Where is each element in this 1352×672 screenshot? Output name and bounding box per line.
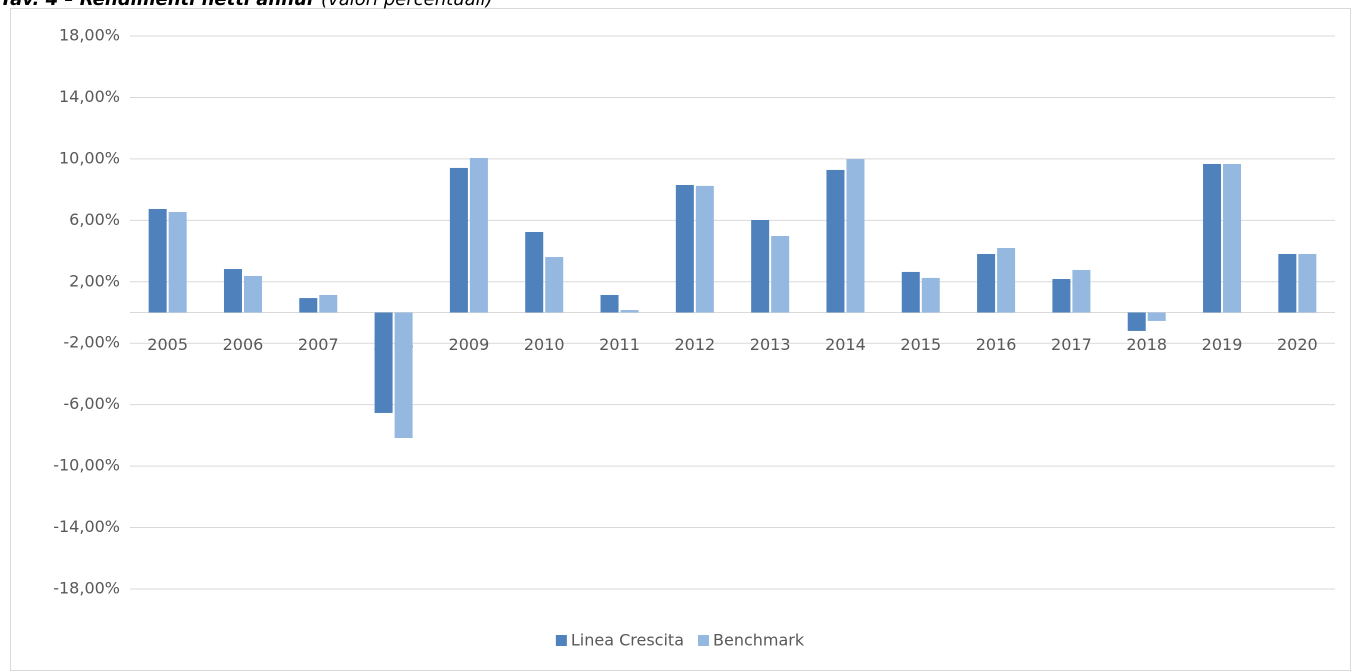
x-tick-label: 2017: [1051, 335, 1092, 354]
chart-subtitle: (valori percentuali): [321, 0, 493, 10]
bar: [223, 269, 242, 313]
y-tick-label: 2,00%: [69, 271, 120, 290]
legend-swatch: [698, 635, 709, 646]
bar: [148, 208, 167, 313]
y-tick-label: 10,00%: [59, 148, 120, 167]
bar: [695, 185, 714, 313]
x-tick-label: 2010: [524, 335, 565, 354]
x-tick-label: 2005: [147, 335, 188, 354]
bar: [299, 298, 318, 313]
y-tick-label: 18,00%: [59, 26, 120, 45]
bar: [1052, 279, 1071, 313]
bar: [1127, 312, 1146, 331]
y-tick-label: 14,00%: [59, 87, 120, 106]
bar: [826, 169, 845, 313]
x-tick-label: 2007: [298, 335, 339, 354]
bar: [901, 271, 920, 313]
y-tick-label: -6,00%: [63, 394, 120, 413]
bar: [977, 253, 996, 313]
x-tick-label: 2015: [900, 335, 941, 354]
bar: [168, 212, 187, 313]
y-tick-label: -14,00%: [53, 517, 120, 536]
legend-label: Benchmark: [713, 631, 805, 650]
x-tick-label: 2014: [825, 335, 866, 354]
bar: [1223, 163, 1242, 313]
y-tick-label: -2,00%: [63, 333, 120, 352]
bar: [1147, 312, 1166, 321]
bar: [997, 247, 1016, 313]
bar: [921, 277, 940, 313]
x-tick-label: 2009: [449, 335, 490, 354]
bar: [243, 275, 262, 313]
bar: [751, 220, 770, 313]
x-tick-label: 2016: [976, 335, 1017, 354]
bar: [675, 185, 694, 313]
y-tick-label: 6,00%: [69, 210, 120, 229]
legend-swatch: [555, 635, 567, 646]
bar: [620, 310, 639, 313]
legend-label: Linea Crescita: [571, 631, 684, 650]
bar: [771, 236, 790, 313]
bar: [319, 294, 338, 313]
y-tick-label: -18,00%: [53, 579, 120, 598]
bar: [469, 157, 488, 313]
bar: [545, 257, 564, 313]
x-tick-label: 2011: [599, 335, 640, 354]
bar: [449, 167, 468, 313]
y-tick-label: -10,00%: [53, 456, 120, 475]
x-tick-label: 2012: [674, 335, 715, 354]
bar: [846, 159, 865, 313]
x-tick-label: 2013: [750, 335, 791, 354]
x-tick-label: 2019: [1202, 335, 1243, 354]
chart-frame: [10, 8, 1351, 671]
bar: [1278, 253, 1297, 313]
bar: [1298, 253, 1317, 313]
bar: [525, 232, 544, 313]
chart-title: Tav. 4 – Rendimenti netti annui: [0, 0, 314, 10]
bar: [374, 312, 393, 413]
x-tick-label: 2020: [1277, 335, 1318, 354]
bar: [1203, 163, 1222, 313]
bar: [394, 312, 413, 439]
x-tick-label: 2018: [1126, 335, 1167, 354]
x-tick-label: 2006: [223, 335, 264, 354]
bar: [600, 294, 619, 313]
bar: [1072, 269, 1091, 313]
